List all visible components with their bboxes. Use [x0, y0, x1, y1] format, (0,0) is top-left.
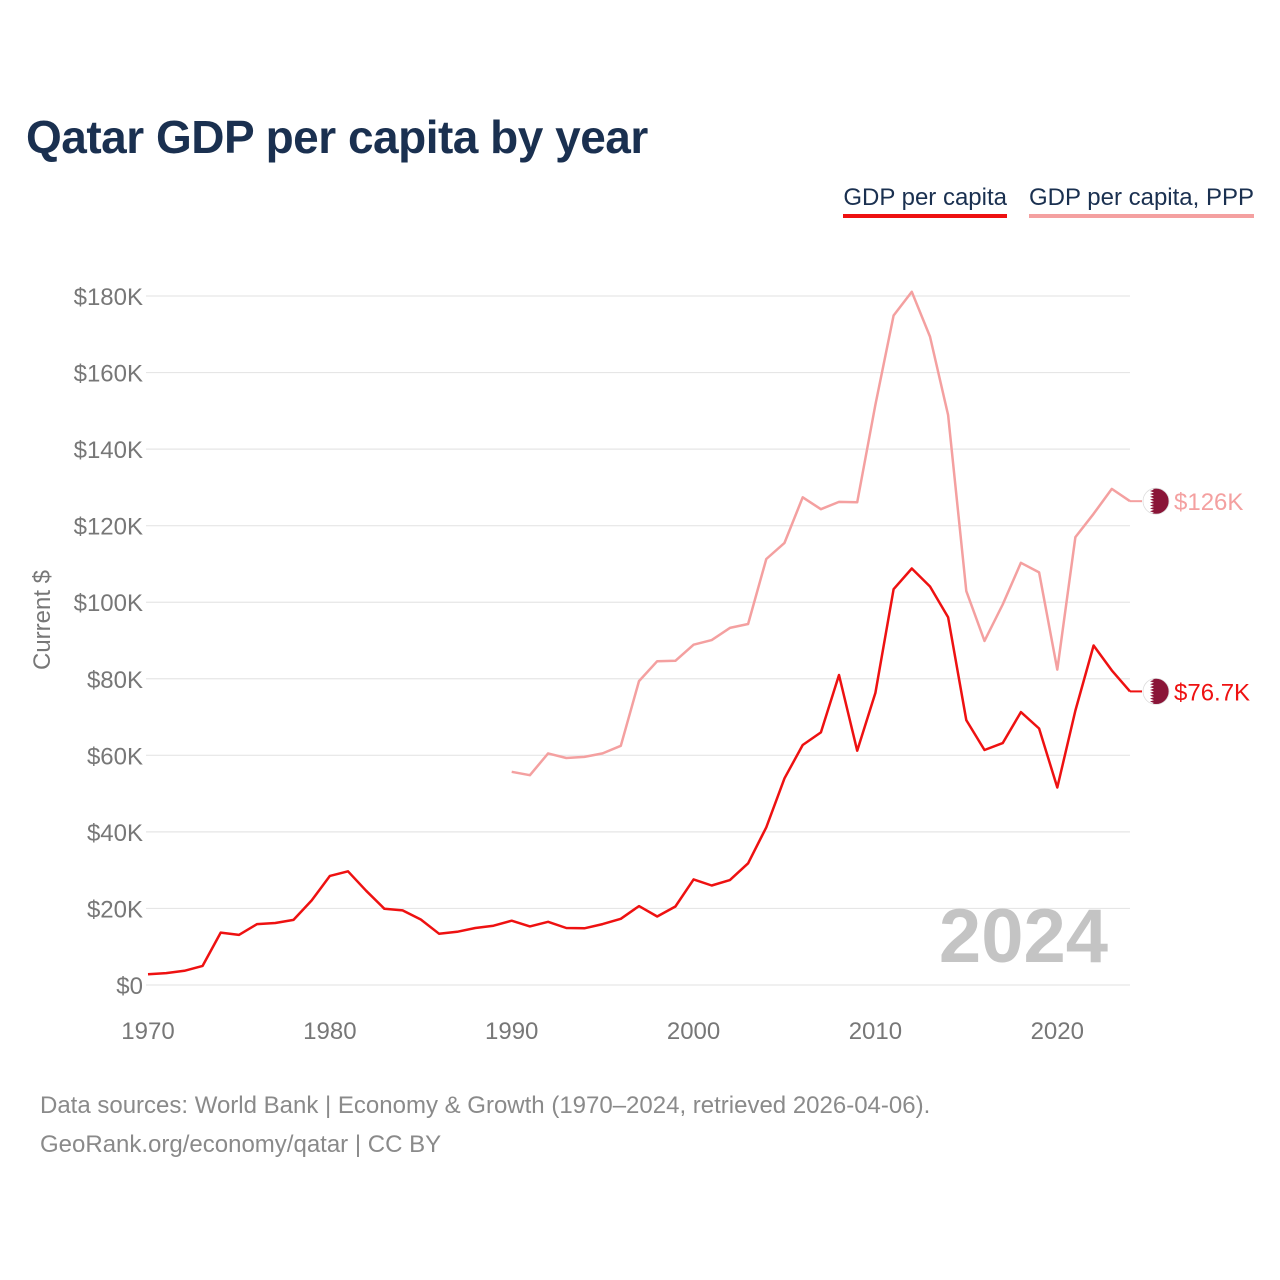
x-tick-label: 1970: [121, 1018, 174, 1045]
y-tick-label: $60K: [87, 743, 143, 770]
x-tick-label: 2000: [667, 1018, 720, 1045]
x-tick-label: 2010: [849, 1018, 902, 1045]
flag-white-band: [1143, 678, 1154, 705]
footer: Data sources: World Bank | Economy & Gro…: [40, 1086, 930, 1164]
end-value-label-ppp: $126K: [1174, 489, 1243, 516]
qatar-flag-icon: [1143, 488, 1169, 515]
y-tick-label: $100K: [74, 590, 143, 617]
y-tick-label: $0: [116, 973, 143, 1000]
source-note: Data sources: World Bank | Economy & Gro…: [40, 1092, 931, 1119]
x-axis-ticks: 1970 1980 1990 2000 2010 2020: [121, 1018, 1084, 1045]
chart-title: Qatar GDP per capita by year: [26, 111, 648, 163]
flag-white-band: [1143, 488, 1154, 515]
end-markers: $126K $76.7K: [1130, 487, 1250, 706]
current-year-watermark: 2024: [939, 894, 1108, 979]
x-tick-label: 1990: [485, 1018, 538, 1045]
end-value-label-gdp: $76.7K: [1174, 679, 1250, 706]
x-tick-label: 2020: [1031, 1018, 1084, 1045]
y-axis-ticks: $0 $20K $40K $60K $80K $100K $120K $140K $160K $1…: [74, 284, 143, 1000]
y-axis-label: Current $: [29, 570, 56, 670]
y-tick-label: $40K: [87, 820, 143, 847]
qatar-flag-icon: [1143, 678, 1169, 705]
legend-gdp-per-capita-ppp[interactable]: GDP per capita, PPP: [1029, 184, 1254, 218]
gridlines: [146, 295, 1130, 986]
legend: GDP per capita GDP per capita, PPP: [843, 184, 1254, 218]
license-note[interactable]: GeoRank.org/economy/qatar | CC BY: [40, 1131, 442, 1158]
x-tick-label: 1980: [303, 1018, 356, 1045]
flag-border: [1142, 678, 1170, 705]
series-line-gdp-per-capita-ppp: [511, 290, 1131, 777]
y-tick-label: $140K: [74, 437, 143, 464]
y-tick-label: $120K: [74, 514, 143, 541]
flag-border: [1142, 487, 1170, 515]
series-line-gdp-per-capita: [147, 567, 1131, 976]
y-tick-label: $20K: [87, 896, 143, 923]
legend-gdp-per-capita[interactable]: GDP per capita: [843, 184, 1007, 218]
series-lines: [147, 290, 1131, 976]
y-tick-label: $80K: [87, 667, 143, 694]
y-tick-label: $180K: [74, 284, 143, 311]
y-tick-label: $160K: [74, 361, 143, 388]
